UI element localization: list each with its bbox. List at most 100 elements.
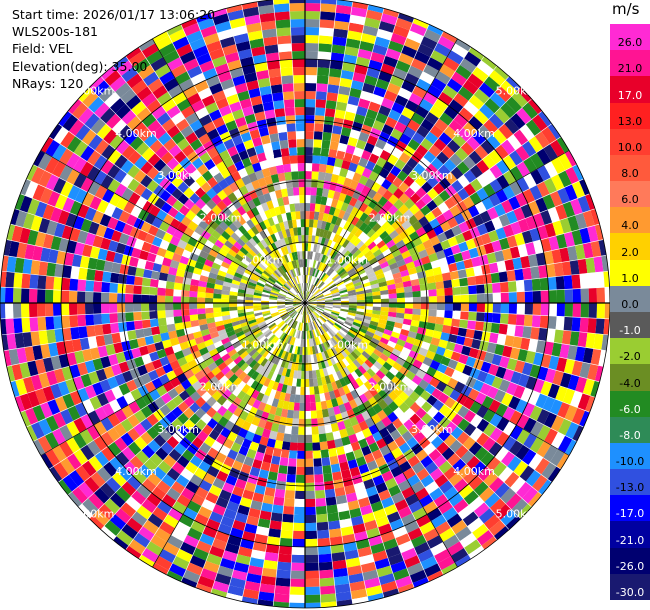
velocity-gate [232, 75, 246, 87]
velocity-gate [305, 115, 315, 124]
velocity-gate [462, 436, 476, 451]
velocity-gate [264, 209, 272, 219]
velocity-gate [441, 31, 458, 44]
velocity-gate [440, 356, 451, 367]
ray-separator [166, 436, 238, 575]
velocity-gate [444, 421, 458, 435]
velocity-gate [516, 177, 530, 193]
velocity-gate [390, 267, 401, 275]
velocity-gate [355, 240, 365, 250]
velocity-gate [269, 463, 280, 473]
velocity-gate [318, 163, 327, 173]
velocity-gate [357, 365, 367, 375]
velocity-gate [147, 439, 161, 453]
colorbar-tick-label: -21.0 [615, 533, 645, 547]
velocity-gate [223, 341, 233, 349]
velocity-gate [373, 508, 387, 520]
velocity-gate [281, 384, 288, 393]
velocity-gate [484, 220, 496, 233]
velocity-gate [505, 493, 522, 510]
velocity-gate [397, 114, 411, 127]
velocity-gate [275, 480, 287, 490]
velocity-gate [352, 523, 367, 534]
velocity-gate [228, 264, 238, 273]
velocity-gate [272, 260, 280, 269]
velocity-gate [241, 420, 252, 431]
velocity-gate [367, 355, 377, 365]
velocity-gate [471, 338, 482, 350]
velocity-gate [220, 298, 230, 303]
velocity-gate [382, 189, 394, 201]
velocity-gate [587, 317, 597, 334]
velocity-gate [284, 393, 291, 402]
range-label: 4.00km [115, 465, 157, 478]
velocity-gate [339, 377, 347, 387]
velocity-gate [474, 392, 487, 405]
velocity-gate [293, 303, 301, 305]
velocity-gate [268, 264, 276, 272]
velocity-gate [305, 426, 312, 435]
velocity-gate [301, 370, 305, 380]
velocity-gate [422, 356, 433, 367]
velocity-gate [239, 350, 249, 360]
velocity-gate [245, 252, 255, 261]
velocity-gate [211, 183, 223, 195]
velocity-gate [411, 314, 421, 322]
velocity-gate [299, 346, 303, 355]
velocity-gate [297, 155, 305, 164]
velocity-gate [373, 393, 383, 404]
velocity-gate [551, 157, 566, 175]
velocity-gate [499, 313, 509, 325]
velocity-gate [328, 447, 338, 458]
velocity-gate [155, 366, 166, 378]
velocity-gate [167, 84, 183, 99]
velocity-gate [330, 463, 341, 473]
velocity-gate [467, 205, 480, 218]
velocity-gate [326, 319, 335, 326]
velocity-gate [125, 284, 134, 294]
velocity-gate [313, 139, 323, 148]
velocity-gate [360, 471, 373, 482]
velocity-gate [295, 474, 305, 484]
velocity-gate [491, 240, 502, 253]
velocity-gate [148, 294, 158, 303]
velocity-gate [333, 207, 341, 218]
velocity-gate [547, 207, 560, 223]
velocity-gate [320, 147, 330, 157]
velocity-gate [577, 258, 588, 275]
velocity-gate [305, 314, 308, 323]
velocity-gate [517, 503, 532, 519]
velocity-gate [309, 378, 314, 387]
velocity-gate [39, 187, 53, 205]
velocity-gate [270, 141, 281, 151]
velocity-gate [407, 65, 423, 79]
velocity-gate [476, 349, 487, 362]
velocity-gate [563, 358, 575, 375]
velocity-gate [315, 91, 328, 101]
velocity-gate [305, 570, 320, 579]
velocity-gate [355, 311, 365, 316]
ray-separator [405, 76, 510, 192]
velocity-gate [367, 377, 378, 387]
velocity-gate [339, 428, 349, 439]
velocity-gate [495, 86, 512, 103]
velocity-gate [355, 356, 365, 366]
velocity-gate [323, 359, 330, 368]
velocity-gate [462, 364, 473, 377]
velocity-gate [536, 408, 550, 425]
velocity-gate [211, 440, 223, 452]
ray-separator [405, 414, 510, 530]
velocity-gate [254, 286, 264, 292]
velocity-gate [543, 250, 554, 265]
velocity-gate [319, 368, 325, 378]
velocity-gate [109, 312, 118, 324]
velocity-gate [185, 480, 199, 494]
velocity-gate [452, 310, 461, 320]
velocity-gate [105, 477, 122, 493]
velocity-gate [239, 185, 249, 196]
velocity-gate [429, 487, 444, 501]
velocity-gate [415, 144, 429, 157]
velocity-gate [281, 367, 288, 377]
velocity-gate [331, 311, 340, 316]
velocity-gate [262, 312, 271, 317]
